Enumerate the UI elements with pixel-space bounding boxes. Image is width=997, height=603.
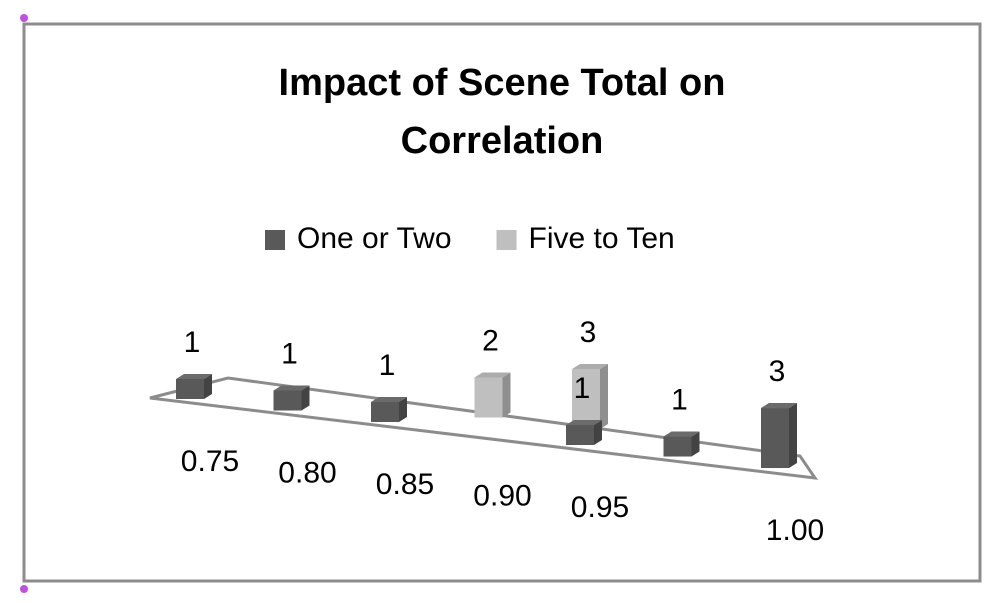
data-label: 3: [769, 355, 786, 388]
data-label: 3: [580, 316, 597, 349]
data-label: 2: [482, 324, 499, 357]
bar: [474, 372, 511, 418]
x-tick-label: 0.75: [181, 445, 239, 478]
legend-swatch: [496, 230, 517, 250]
bar: [176, 374, 212, 399]
handle: [20, 14, 28, 22]
x-tick-label: 0.80: [278, 456, 336, 489]
chart-title: Impact of Scene Total on Correlation: [279, 62, 726, 162]
data-label: 1: [574, 372, 591, 405]
bar: [572, 364, 608, 430]
bar: [663, 431, 700, 457]
bar: [371, 397, 407, 423]
bar: [566, 420, 602, 446]
x-tick-label: 0.95: [571, 491, 629, 524]
data-label: 1: [281, 337, 298, 370]
legend-swatch: [265, 230, 285, 250]
data-label: 1: [184, 326, 201, 359]
x-tick-label: 0.85: [376, 468, 434, 501]
x-tick-label: 1.00: [766, 514, 824, 547]
handle: [20, 585, 28, 593]
chart-frame: [22, 22, 982, 583]
bar: [273, 385, 310, 411]
legend-label: One or Two: [297, 222, 452, 255]
data-label: 1: [379, 349, 396, 382]
data-label: 1: [671, 383, 688, 416]
legend-label: Five to Ten: [529, 222, 675, 255]
bar: [761, 403, 797, 469]
x-tick-label: 0.90: [473, 479, 531, 512]
